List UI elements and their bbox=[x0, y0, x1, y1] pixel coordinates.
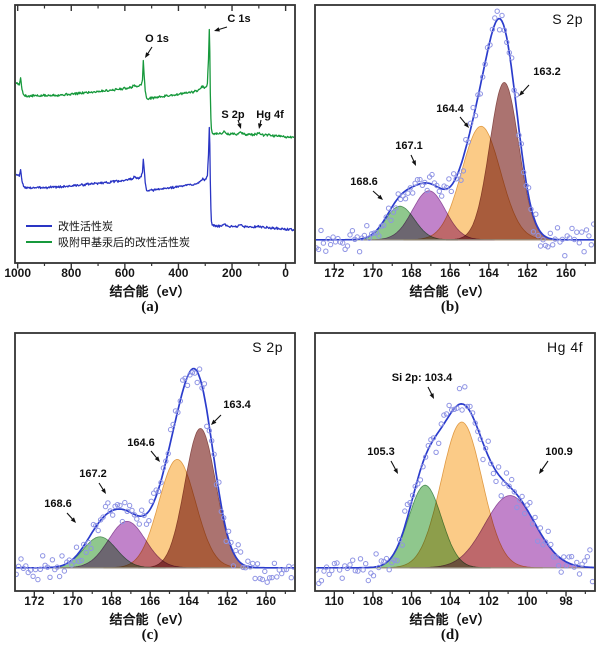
plot-canvas-d bbox=[314, 332, 596, 597]
panel-letter: (d) bbox=[440, 627, 460, 643]
panel-title: Hg 4f bbox=[547, 339, 583, 355]
panel-c-s2p-spectrum: S 2p 172 170 168 166 164 162 160 168.6 167.2 164… bbox=[0, 328, 300, 655]
x-axis-label: 结合能（eV） bbox=[109, 284, 191, 299]
legend-label: 吸附甲基汞后的改性活性炭 bbox=[58, 236, 190, 249]
legend: 改性活性炭 吸附甲基汞后的改性活性炭 bbox=[26, 219, 190, 249]
x-axis-label: 结合能（eV） bbox=[409, 284, 491, 299]
plot-canvas-a bbox=[14, 4, 296, 269]
panel-title: S 2p bbox=[552, 11, 583, 27]
panel-d-hg4f-spectrum: Hg 4f 110 108 106 104 102 100 98 Si 2p: 103.4 1… bbox=[300, 328, 600, 655]
x-axis-label: 结合能（eV） bbox=[409, 612, 491, 627]
plot-canvas-c bbox=[14, 332, 296, 597]
panel-title: S 2p bbox=[252, 339, 283, 355]
x-axis-label: 结合能（eV） bbox=[109, 612, 191, 627]
legend-swatch bbox=[26, 224, 52, 227]
panel-letter: (a) bbox=[141, 299, 159, 315]
legend-label: 改性活性炭 bbox=[58, 220, 113, 233]
panel-letter: (c) bbox=[141, 627, 159, 643]
legend-swatch bbox=[26, 240, 52, 243]
legend-item: 吸附甲基汞后的改性活性炭 bbox=[26, 235, 190, 249]
plot-canvas-b bbox=[314, 4, 596, 269]
panel-b-s2p-spectrum: S 2p 172 170 168 166 164 162 160 168.6 167.1 164… bbox=[300, 0, 600, 327]
panel-letter: (b) bbox=[440, 299, 460, 315]
legend-item: 改性活性炭 bbox=[26, 219, 190, 233]
panel-a-survey-spectrum: 改性活性炭 吸附甲基汞后的改性活性炭 1000 800 600 400 200 0 O 1… bbox=[0, 0, 300, 327]
